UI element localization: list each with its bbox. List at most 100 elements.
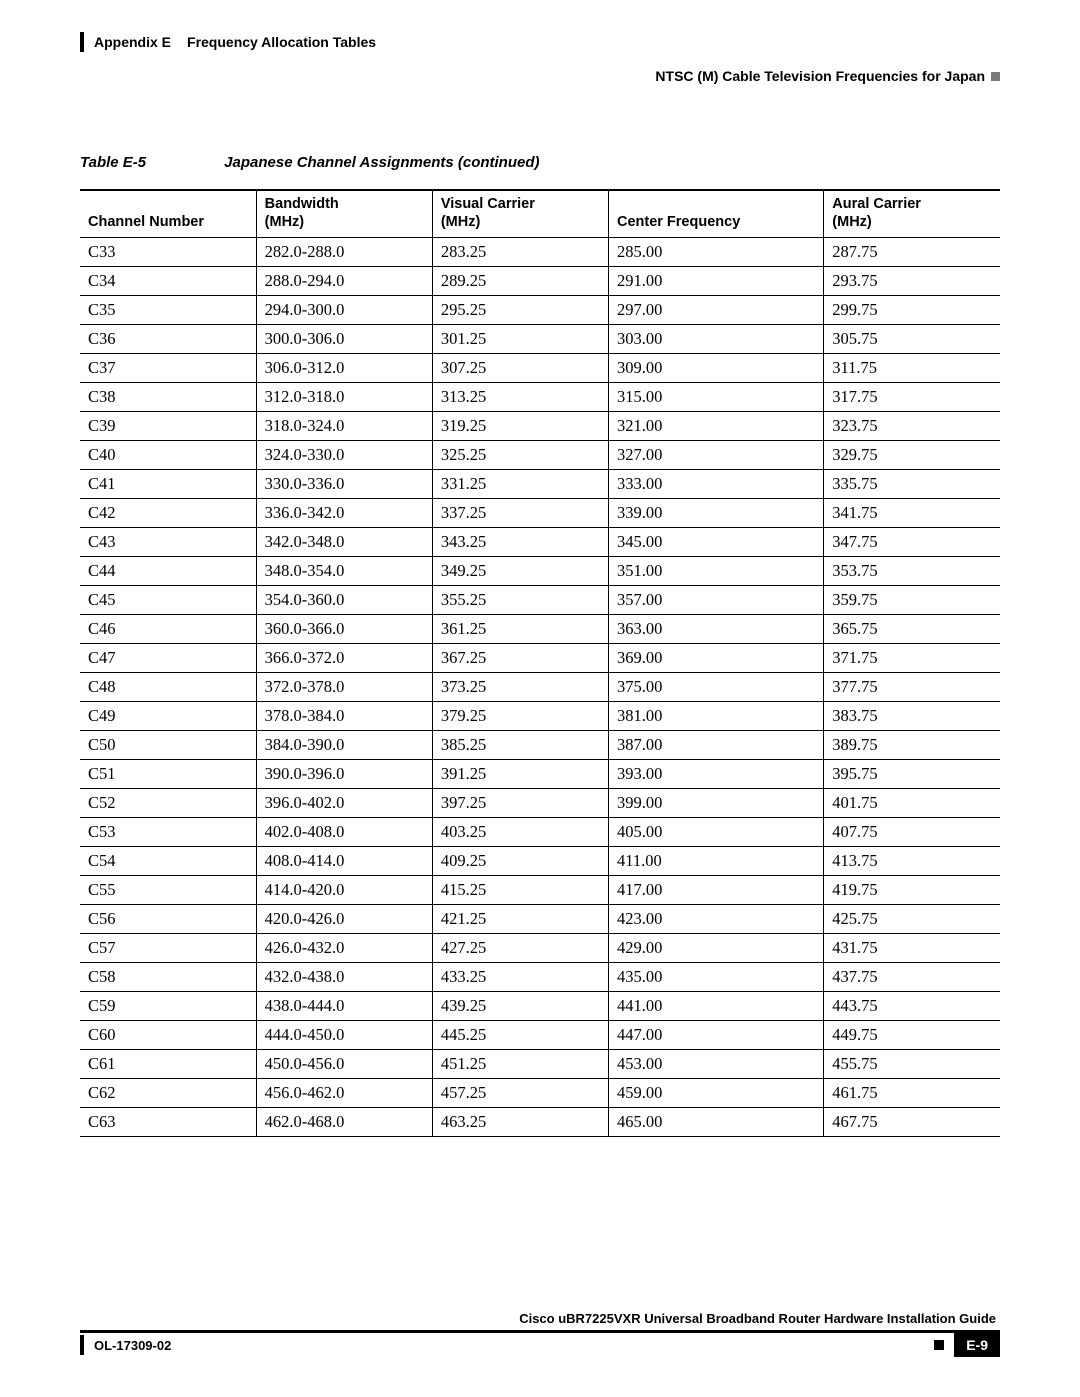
table-cell: C55 xyxy=(80,876,256,905)
table-cell: 367.25 xyxy=(432,644,608,673)
col-header-center: Center Frequency xyxy=(608,190,823,238)
frequency-table: Channel Number Bandwidth(MHz) Visual Car… xyxy=(80,189,1000,1137)
table-cell: C57 xyxy=(80,934,256,963)
table-cell: C47 xyxy=(80,644,256,673)
table-row: C40324.0-330.0325.25327.00329.75 xyxy=(80,441,1000,470)
table-cell: C46 xyxy=(80,615,256,644)
table-row: C59438.0-444.0439.25441.00443.75 xyxy=(80,992,1000,1021)
table-cell: 439.25 xyxy=(432,992,608,1021)
table-cell: 462.0-468.0 xyxy=(256,1108,432,1137)
table-row: C39318.0-324.0319.25321.00323.75 xyxy=(80,412,1000,441)
table-caption: Table E-5 Japanese Channel Assignments (… xyxy=(80,154,1000,171)
table-row: C61450.0-456.0451.25453.00455.75 xyxy=(80,1050,1000,1079)
table-cell: C59 xyxy=(80,992,256,1021)
table-cell: 453.00 xyxy=(608,1050,823,1079)
table-cell: C34 xyxy=(80,267,256,296)
table-row: C38312.0-318.0313.25315.00317.75 xyxy=(80,383,1000,412)
table-cell: C63 xyxy=(80,1108,256,1137)
table-title: Japanese Channel Assignments (continued) xyxy=(224,154,539,171)
table-cell: 449.75 xyxy=(824,1021,1000,1050)
table-cell: 450.0-456.0 xyxy=(256,1050,432,1079)
table-cell: 420.0-426.0 xyxy=(256,905,432,934)
table-cell: C60 xyxy=(80,1021,256,1050)
table-cell: 357.00 xyxy=(608,586,823,615)
table-cell: C48 xyxy=(80,673,256,702)
table-row: C36300.0-306.0301.25303.00305.75 xyxy=(80,325,1000,354)
table-cell: 384.0-390.0 xyxy=(256,731,432,760)
table-cell: 443.75 xyxy=(824,992,1000,1021)
table-cell: 441.00 xyxy=(608,992,823,1021)
table-cell: 305.75 xyxy=(824,325,1000,354)
table-cell: 461.75 xyxy=(824,1079,1000,1108)
table-cell: 415.25 xyxy=(432,876,608,905)
table-cell: 373.25 xyxy=(432,673,608,702)
table-cell: C42 xyxy=(80,499,256,528)
table-cell: 437.75 xyxy=(824,963,1000,992)
table-cell: 375.00 xyxy=(608,673,823,702)
table-cell: 407.75 xyxy=(824,818,1000,847)
running-header-right: NTSC (M) Cable Television Frequencies fo… xyxy=(80,68,1000,84)
page-number: E-9 xyxy=(954,1333,1000,1357)
table-row: C33282.0-288.0283.25285.00287.75 xyxy=(80,238,1000,267)
table-cell: 379.25 xyxy=(432,702,608,731)
table-cell: C41 xyxy=(80,470,256,499)
col-header-visual: Visual Carrier(MHz) xyxy=(432,190,608,238)
table-row: C50384.0-390.0385.25387.00389.75 xyxy=(80,731,1000,760)
table-cell: 444.0-450.0 xyxy=(256,1021,432,1050)
table-cell: C44 xyxy=(80,557,256,586)
table-cell: 391.25 xyxy=(432,760,608,789)
table-cell: 427.25 xyxy=(432,934,608,963)
table-cell: C39 xyxy=(80,412,256,441)
table-cell: 300.0-306.0 xyxy=(256,325,432,354)
table-row: C55414.0-420.0415.25417.00419.75 xyxy=(80,876,1000,905)
table-cell: C53 xyxy=(80,818,256,847)
table-cell: 363.00 xyxy=(608,615,823,644)
footer-right-square-icon xyxy=(934,1340,944,1350)
table-cell: C37 xyxy=(80,354,256,383)
table-cell: 366.0-372.0 xyxy=(256,644,432,673)
table-cell: 365.75 xyxy=(824,615,1000,644)
table-cell: 343.25 xyxy=(432,528,608,557)
table-cell: 337.25 xyxy=(432,499,608,528)
table-head: Channel Number Bandwidth(MHz) Visual Car… xyxy=(80,190,1000,238)
table-cell: 324.0-330.0 xyxy=(256,441,432,470)
table-cell: 283.25 xyxy=(432,238,608,267)
table-cell: 414.0-420.0 xyxy=(256,876,432,905)
table-cell: 347.75 xyxy=(824,528,1000,557)
table-cell: 327.00 xyxy=(608,441,823,470)
table-cell: 294.0-300.0 xyxy=(256,296,432,325)
table-cell: 303.00 xyxy=(608,325,823,354)
table-cell: 417.00 xyxy=(608,876,823,905)
table-row: C60444.0-450.0445.25447.00449.75 xyxy=(80,1021,1000,1050)
table-cell: 317.75 xyxy=(824,383,1000,412)
table-row: C62456.0-462.0457.25459.00461.75 xyxy=(80,1079,1000,1108)
table-cell: 435.00 xyxy=(608,963,823,992)
page-footer: Cisco uBR7225VXR Universal Broadband Rou… xyxy=(80,1311,1000,1357)
table-row: C45354.0-360.0355.25357.00359.75 xyxy=(80,586,1000,615)
table-cell: 426.0-432.0 xyxy=(256,934,432,963)
section-title: NTSC (M) Cable Television Frequencies fo… xyxy=(655,68,985,84)
table-cell: 323.75 xyxy=(824,412,1000,441)
table-cell: 311.75 xyxy=(824,354,1000,383)
table-cell: 432.0-438.0 xyxy=(256,963,432,992)
table-row: C49378.0-384.0379.25381.00383.75 xyxy=(80,702,1000,731)
table-row: C35294.0-300.0295.25297.00299.75 xyxy=(80,296,1000,325)
table-cell: 413.75 xyxy=(824,847,1000,876)
table-cell: 288.0-294.0 xyxy=(256,267,432,296)
table-cell: 433.25 xyxy=(432,963,608,992)
table-cell: 451.25 xyxy=(432,1050,608,1079)
table-row: C46360.0-366.0361.25363.00365.75 xyxy=(80,615,1000,644)
table-cell: 297.00 xyxy=(608,296,823,325)
table-cell: 360.0-366.0 xyxy=(256,615,432,644)
table-cell: 319.25 xyxy=(432,412,608,441)
table-cell: 285.00 xyxy=(608,238,823,267)
table-cell: 419.75 xyxy=(824,876,1000,905)
table-cell: 312.0-318.0 xyxy=(256,383,432,412)
table-cell: 293.75 xyxy=(824,267,1000,296)
table-cell: 408.0-414.0 xyxy=(256,847,432,876)
table-cell: 333.00 xyxy=(608,470,823,499)
table-cell: C33 xyxy=(80,238,256,267)
table-cell: C52 xyxy=(80,789,256,818)
table-cell: C56 xyxy=(80,905,256,934)
table-cell: 342.0-348.0 xyxy=(256,528,432,557)
